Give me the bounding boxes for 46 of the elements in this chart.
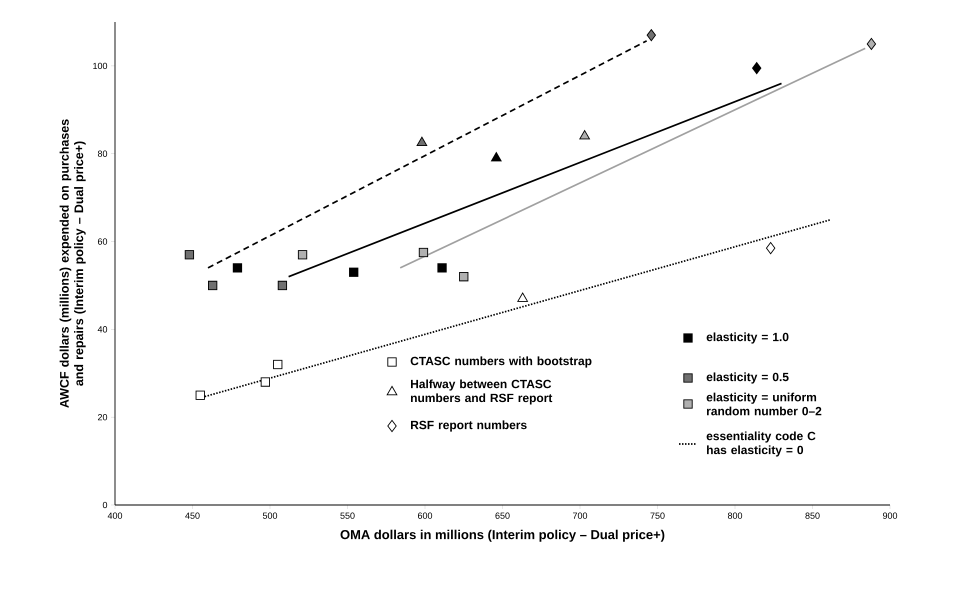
x-tick-label: 550	[340, 512, 355, 519]
point	[232, 263, 242, 273]
point	[196, 390, 205, 400]
y-tick-label: 100	[93, 62, 108, 70]
point	[517, 292, 528, 302]
x-tick-label: 400	[108, 512, 122, 519]
y-tick-label: 40	[98, 326, 108, 333]
x-tick-label: 700	[572, 512, 588, 519]
x-tick-label: 450	[185, 512, 200, 519]
legend-label: elasticity = uniform random number 0–2	[706, 392, 822, 416]
y-tick-label: 20	[98, 414, 108, 420]
y-tick-label: 60	[98, 238, 108, 245]
x-axis-title: OMA dollars in millions (Interim policy – Dual price+)	[340, 530, 664, 542]
point	[459, 272, 468, 282]
x-tick-label: 600	[418, 512, 432, 519]
point	[349, 268, 358, 277]
point	[260, 377, 270, 387]
point	[646, 29, 656, 42]
x-tick-label: 750	[650, 512, 665, 519]
y-axis-title: AWCF dollars (millions) expended on purchases and repairs (Interim policy – Dual price+)	[60, 119, 86, 408]
x-tick-label: 850	[805, 512, 820, 519]
x-tick-label: 800	[728, 512, 742, 519]
y-tick-label: 80	[98, 150, 108, 157]
point	[278, 280, 288, 290]
point	[752, 62, 762, 74]
x-tick-label: 650	[495, 512, 510, 519]
point	[579, 130, 590, 140]
point	[416, 136, 428, 146]
x-tick-label: 900	[882, 512, 898, 519]
point	[184, 250, 194, 260]
point	[298, 250, 308, 260]
point	[208, 280, 218, 290]
legend-label: elasticity = 1.0	[706, 332, 788, 344]
y-tick-label: 0	[102, 502, 108, 508]
point	[866, 38, 876, 50]
legend-label: RSF report numbers	[411, 420, 527, 432]
x-tick-label: 500	[262, 512, 278, 519]
point	[273, 360, 282, 370]
point	[766, 242, 776, 254]
legend-label: Halfway between CTASC numbers and RSF report	[410, 379, 552, 405]
legend-label: elasticity = 0.5	[706, 372, 789, 384]
point	[418, 248, 428, 258]
legend-label: essentiality code C has elasticity = 0	[706, 431, 816, 457]
legend-label: CTASC numbers with bootstrap	[410, 356, 592, 368]
point	[491, 152, 502, 162]
point	[437, 263, 447, 273]
